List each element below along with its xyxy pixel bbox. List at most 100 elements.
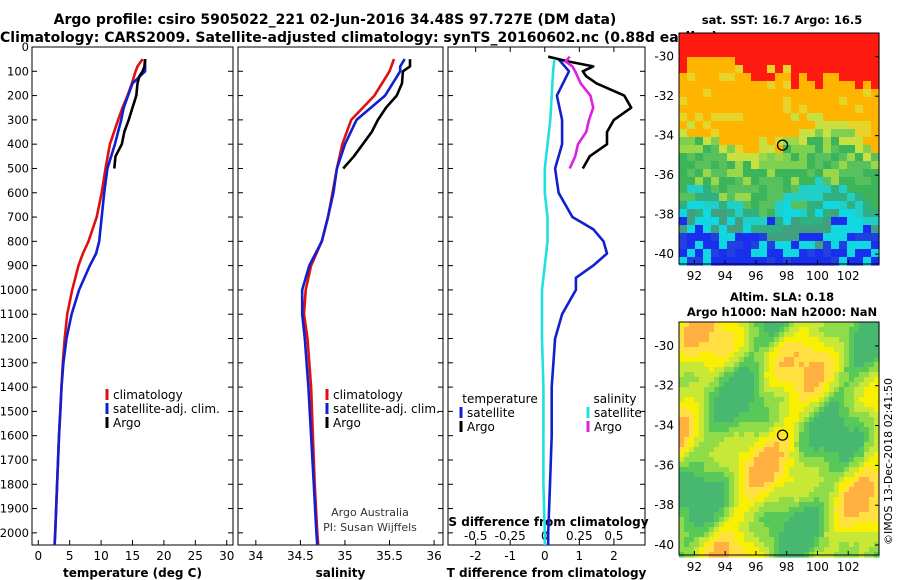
map-cell [729,337,735,343]
map-cell [709,507,715,513]
map-cell [764,442,770,448]
map-cell [807,49,816,58]
map-cell [754,507,760,513]
map-cell [864,432,870,438]
map-cell [689,452,695,458]
map-cell [789,487,795,493]
map-cell [847,201,856,210]
map-cell [727,57,736,66]
map-cell [729,522,735,528]
map-cell [814,447,820,453]
map-cell [774,497,780,503]
map-cell [699,487,705,493]
map-cell [759,462,765,468]
map-cell [754,462,760,468]
map-cell [729,527,735,533]
map-cell [849,367,855,373]
map-cell [711,201,720,210]
map-cell [823,193,832,202]
map-cell [799,542,805,548]
map-cell [684,472,690,478]
map-cell [834,502,840,508]
map-cell [749,337,755,343]
map-cell [784,387,790,393]
map-cell [679,209,688,218]
map-cell [719,153,728,162]
map-cell [774,392,780,398]
map-cell [719,193,728,202]
map-cell [695,129,704,138]
map-cell [774,402,780,408]
map-cell [834,352,840,358]
map-cell [714,547,720,553]
map-cell [689,542,695,548]
map-cell [743,73,752,82]
map-cell [849,482,855,488]
y-tick-label: 300 [7,113,29,127]
map-cell [699,327,705,333]
map-cell [824,422,830,428]
map-cell [849,452,855,458]
map-cell [799,447,805,453]
map-cell [779,487,785,493]
map-cell [749,427,755,433]
map-cell [724,402,730,408]
map-cell [814,442,820,448]
map-cell [704,342,710,348]
map-cell [807,153,816,162]
map-cell [689,447,695,453]
map-cell [743,33,752,42]
map-cell [679,532,685,538]
map-cell [734,412,740,418]
map-cell [719,452,725,458]
map-cell [711,105,720,114]
map-cell [764,427,770,433]
map-cell [864,412,870,418]
map-cell [689,457,695,463]
map-cell [754,427,760,433]
map-cell [809,532,815,538]
map-cell [839,407,845,413]
map-cell [734,472,740,478]
map-cell [809,397,815,403]
map-cell [711,177,720,186]
map-cell [724,412,730,418]
map-cell [749,467,755,473]
map-cell [789,547,795,553]
map-cell [844,462,850,468]
map-cell [689,507,695,513]
map-cell [874,437,880,443]
x-axis-label: salinity [316,566,366,580]
map-cell [769,337,775,343]
map-cell [739,392,745,398]
map-cell [815,105,824,114]
map-cell [689,402,695,408]
map-cell [864,537,870,543]
map-cell [799,332,805,338]
map-cell [759,153,768,162]
map-cell [759,527,765,533]
map-cell [767,177,776,186]
map-cell [709,397,715,403]
map-cell [751,105,760,114]
map-cell [739,327,745,333]
map-cell [847,241,856,250]
map-cell [834,347,840,353]
map-cell [799,527,805,533]
map-cell [839,121,848,130]
map-cell [694,347,700,353]
map-cell [794,402,800,408]
map-cell [799,257,808,266]
map-cell [799,105,808,114]
map-cell [694,492,700,498]
map-cell [734,452,740,458]
map-cell [807,185,816,194]
series-line-difference-argo [547,55,633,170]
map-cell [834,512,840,518]
map-cell [844,327,850,333]
map-cell [831,177,840,186]
map-cell [847,145,856,154]
map-cell [783,145,792,154]
map-cell [739,527,745,533]
map-cell [847,121,856,130]
